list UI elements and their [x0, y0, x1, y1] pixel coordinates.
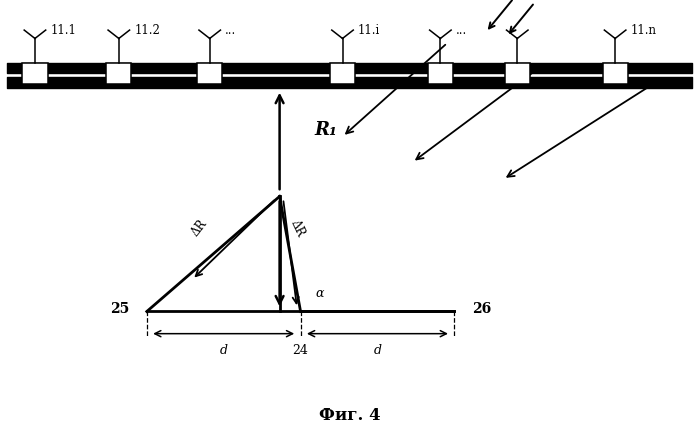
Text: Фиг. 4: Фиг. 4 [319, 407, 380, 424]
Text: 11.2: 11.2 [134, 23, 160, 36]
Bar [106, 63, 131, 84]
Bar [428, 63, 453, 84]
Text: ΔR: ΔR [287, 218, 307, 239]
Text: d: d [373, 344, 382, 357]
Text: 26: 26 [472, 302, 491, 317]
Text: R₁: R₁ [315, 121, 338, 139]
Text: ΔR: ΔR [189, 217, 210, 239]
Text: ...: ... [225, 23, 236, 36]
Text: 25: 25 [110, 302, 129, 317]
Text: ...: ... [456, 23, 467, 36]
Text: 11.1: 11.1 [50, 23, 76, 36]
Bar [330, 63, 355, 84]
Text: α: α [316, 287, 324, 300]
Bar [22, 63, 48, 84]
Bar [603, 63, 628, 84]
Bar [197, 63, 222, 84]
Text: d: d [219, 344, 228, 357]
Text: 11.n: 11.n [630, 23, 656, 36]
Text: 24: 24 [293, 344, 308, 357]
Text: 11.i: 11.i [358, 23, 380, 36]
Bar [505, 63, 530, 84]
